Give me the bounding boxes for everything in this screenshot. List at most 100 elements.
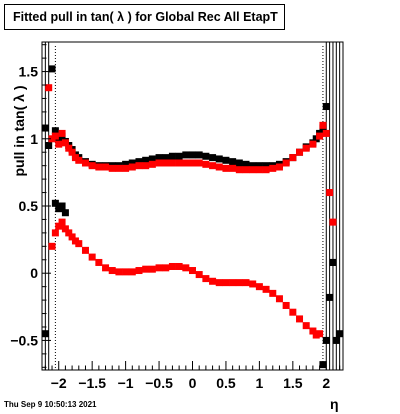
red-marker [142, 162, 150, 170]
red-marker [68, 233, 76, 241]
black-marker [209, 154, 217, 162]
black-marker [175, 152, 183, 160]
black-marker [51, 199, 59, 207]
black-marker [48, 65, 56, 73]
red-marker [202, 275, 210, 283]
red-marker [269, 289, 277, 297]
red-marker [61, 225, 69, 233]
error-bars [44, 42, 341, 370]
y-tick-label: 1 [30, 131, 38, 147]
chart-title-box: Fitted pull in tan( λ ) for Global Rec A… [4, 4, 285, 30]
red-marker [115, 268, 123, 276]
x-tick-label: −1.5 [78, 375, 106, 391]
red-marker [148, 265, 156, 273]
red-marker [45, 84, 53, 92]
red-marker [168, 159, 176, 167]
red-marker [155, 264, 163, 272]
red-marker [175, 262, 183, 270]
red-marker [58, 129, 66, 137]
red-marker [51, 229, 59, 237]
y-tick-label: −0.5 [10, 332, 38, 348]
red-marker [316, 330, 324, 338]
black-marker [255, 162, 263, 170]
red-marker [289, 154, 297, 162]
red-marker [122, 268, 130, 276]
red-marker [195, 271, 203, 279]
red-marker [229, 279, 237, 287]
x-tick-label: 0 [189, 375, 197, 391]
black-marker [326, 293, 334, 301]
red-marker [128, 268, 136, 276]
red-marker [102, 163, 110, 171]
red-marker [61, 139, 69, 147]
red-marker [309, 140, 317, 148]
red-marker [235, 279, 243, 287]
red-marker [242, 279, 250, 287]
red-marker [81, 159, 89, 167]
red-marker [275, 163, 283, 171]
red-marker [135, 267, 143, 275]
x-tick-label: −1 [118, 375, 134, 391]
black-marker [332, 336, 340, 344]
black-marker [336, 330, 344, 338]
red-marker [189, 267, 196, 275]
red-marker [108, 267, 116, 275]
red-marker [182, 159, 190, 167]
x-tick-label: 2 [322, 375, 330, 391]
x-tick-label: −0.5 [145, 375, 173, 391]
red-marker [195, 159, 203, 167]
red-marker [302, 322, 310, 330]
timestamp: Thu Sep 9 10:50:13 2021 [4, 400, 97, 409]
y-tick-label: 0 [30, 265, 38, 281]
x-axis-label: η [330, 396, 339, 412]
black-marker [128, 159, 136, 167]
black-marker [235, 159, 243, 167]
y-tick-label: 0.5 [19, 198, 39, 214]
black-marker [45, 142, 53, 150]
black-marker [61, 209, 69, 217]
data-points [41, 65, 344, 369]
red-marker [68, 148, 76, 156]
red-marker [249, 166, 257, 174]
x-tick-label: 1.5 [283, 375, 303, 391]
red-marker [235, 166, 243, 174]
red-marker [209, 277, 217, 285]
red-marker [81, 246, 89, 254]
red-marker [249, 280, 257, 288]
red-marker [162, 159, 170, 167]
black-marker [58, 202, 66, 210]
red-marker [75, 156, 83, 164]
red-marker [289, 308, 297, 316]
red-marker [322, 129, 330, 137]
red-marker [282, 301, 290, 309]
black-marker [142, 156, 150, 164]
red-marker [275, 295, 283, 303]
red-marker [58, 218, 66, 226]
black-marker [222, 156, 230, 164]
red-marker [282, 159, 290, 167]
red-marker [128, 163, 136, 171]
black-marker [162, 154, 170, 162]
black-marker [122, 160, 130, 168]
y-tick-label: 1.5 [19, 64, 39, 80]
red-marker [262, 285, 270, 293]
red-marker [168, 262, 176, 270]
black-marker [135, 158, 143, 166]
red-marker [148, 160, 156, 168]
red-marker [189, 159, 196, 167]
red-marker [102, 264, 110, 272]
red-marker [55, 222, 63, 230]
red-marker [175, 159, 183, 167]
red-marker [95, 258, 103, 266]
black-marker [41, 330, 49, 338]
black-marker [189, 151, 196, 159]
red-marker [255, 283, 263, 291]
black-marker [229, 158, 237, 166]
red-marker [162, 264, 170, 272]
chart-title: Fitted pull in tan( λ ) for Global Rec A… [13, 10, 278, 24]
black-marker [41, 124, 49, 132]
red-marker [215, 279, 223, 287]
red-marker [202, 160, 210, 168]
red-marker [182, 264, 190, 272]
